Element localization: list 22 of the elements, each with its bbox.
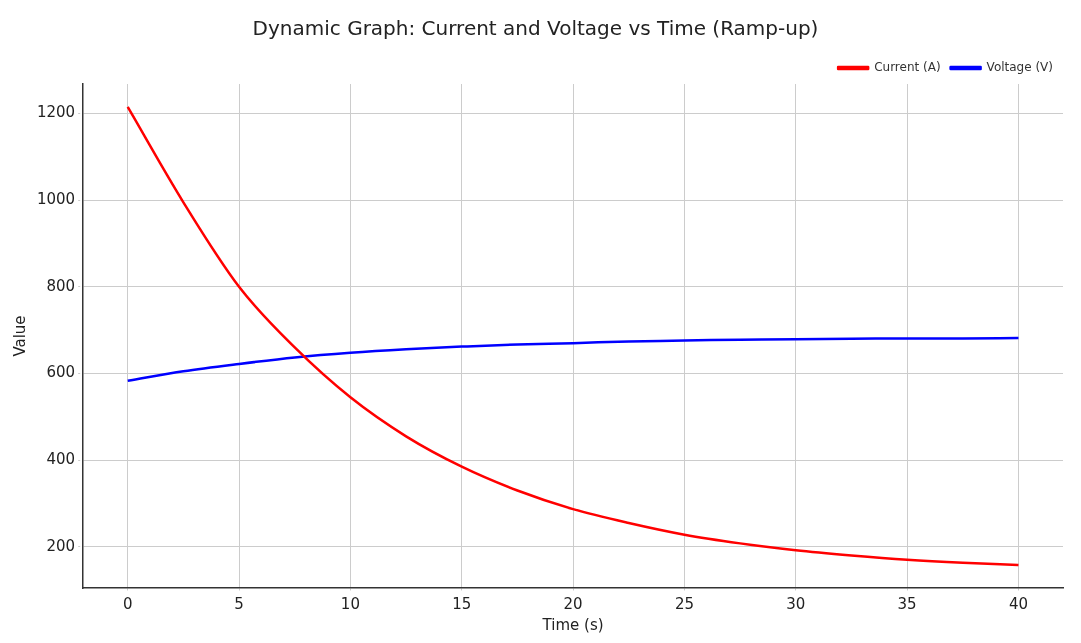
x-tick-label: 20: [563, 594, 583, 613]
chart-title: Dynamic Graph: Current and Voltage vs Time (Ramp-up): [252, 16, 819, 41]
y-tick-label: 1200: [36, 103, 76, 122]
y-tick-label: 200: [46, 536, 76, 555]
x-tick-label: 10: [340, 594, 360, 613]
x-tick-label: 35: [897, 594, 917, 613]
line-series: [126, 105, 1020, 567]
y-tick-label: 400: [46, 450, 76, 469]
x-tick-label: 15: [452, 594, 472, 613]
x-tick-label: 5: [234, 594, 244, 613]
legend-label: Voltage (V): [986, 60, 1054, 75]
x-tick-label: 30: [786, 594, 806, 613]
line-series: [126, 336, 1020, 383]
y-tick-label: 600: [46, 363, 76, 382]
legend-label: Current (A): [874, 60, 941, 75]
y-tick-label: 800: [46, 276, 76, 295]
x-tick-label: 0: [122, 594, 133, 613]
y-axis-title: Value: [10, 315, 29, 357]
y-tick-label: 1000: [36, 190, 76, 209]
x-axis-title: Time (s): [541, 615, 604, 634]
x-tick-label: 40: [1008, 594, 1029, 613]
x-tick-label: 25: [674, 594, 694, 613]
